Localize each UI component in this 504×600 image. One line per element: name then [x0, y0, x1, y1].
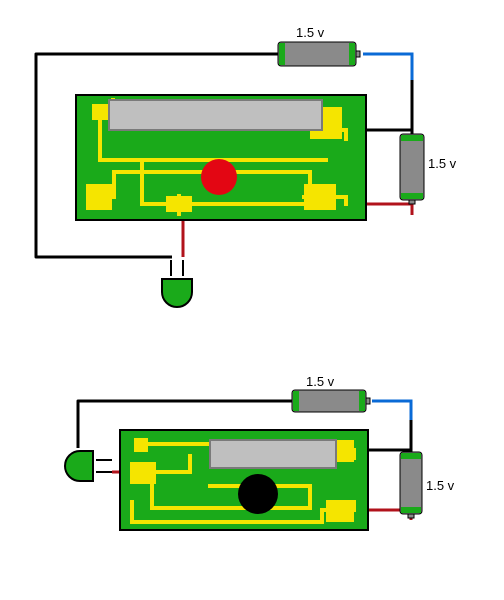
component-dot	[238, 474, 278, 514]
circuit-diagram	[0, 0, 504, 600]
pcb-pad	[134, 438, 148, 452]
led-icon	[162, 279, 192, 307]
battery-label-top-1: 1.5 v	[296, 25, 324, 40]
battery	[292, 390, 370, 412]
wire-red	[366, 204, 412, 215]
ic-chip	[210, 440, 336, 468]
battery-label-right-1: 1.5 v	[428, 156, 456, 171]
pcb-pad	[326, 500, 354, 522]
battery	[400, 134, 424, 204]
pcb-pad	[86, 184, 112, 210]
wire-black	[366, 130, 412, 134]
component-dot	[201, 159, 237, 195]
wire-blue	[363, 54, 412, 80]
pcb-pad	[92, 104, 108, 120]
led-icon	[65, 451, 93, 481]
wire-blue	[372, 401, 411, 420]
ic-chip	[109, 100, 322, 130]
battery	[400, 452, 422, 518]
battery-label-top-2: 1.5 v	[306, 374, 334, 389]
pcb-pad	[304, 184, 336, 210]
pcb-pad	[166, 196, 192, 212]
battery-label-right-2: 1.5 v	[426, 478, 454, 493]
pcb-pad	[130, 462, 156, 484]
battery	[278, 42, 360, 66]
